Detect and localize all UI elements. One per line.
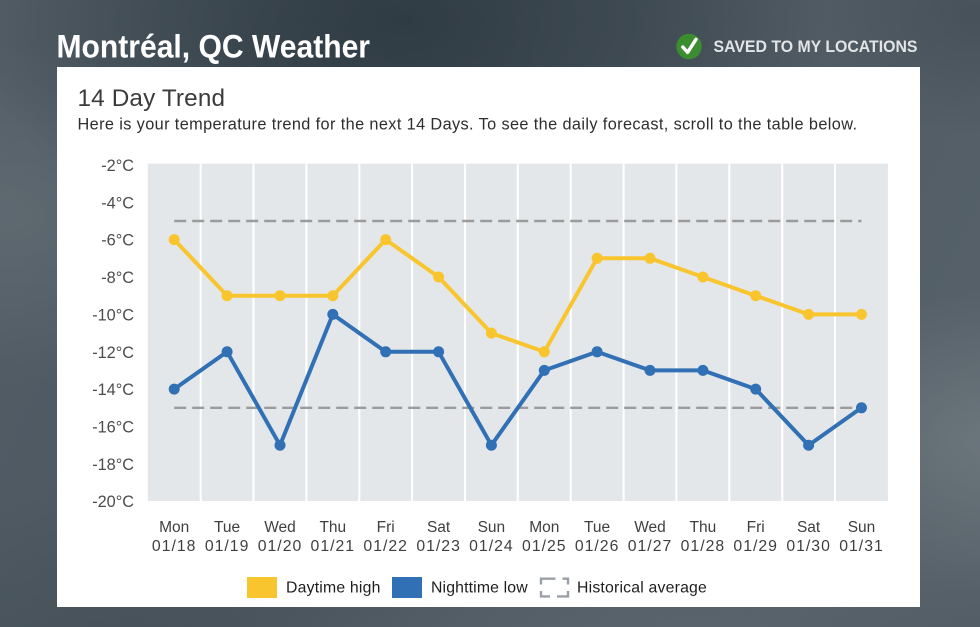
svg-text:01/18: 01/18 [152, 538, 197, 555]
svg-text:01/31: 01/31 [839, 538, 884, 555]
svg-text:Sun: Sun [478, 519, 506, 536]
svg-text:01/23: 01/23 [416, 538, 461, 555]
svg-text:01/27: 01/27 [628, 538, 673, 555]
svg-text:SAVED TO MY LOCATIONS: SAVED TO MY LOCATIONS [714, 38, 918, 56]
svg-text:Tue: Tue [214, 519, 240, 536]
svg-text:Thu: Thu [690, 519, 717, 536]
svg-text:01/19: 01/19 [205, 538, 250, 555]
svg-text:01/20: 01/20 [258, 538, 303, 555]
svg-text:Tue: Tue [584, 519, 610, 536]
svg-text:-10°C: -10°C [92, 306, 134, 324]
svg-text:-4°C: -4°C [101, 194, 134, 212]
svg-text:01/29: 01/29 [733, 538, 778, 555]
svg-text:Nighttime low: Nighttime low [431, 580, 528, 597]
svg-text:Thu: Thu [319, 519, 346, 536]
svg-text:Wed: Wed [634, 519, 666, 536]
svg-text:01/22: 01/22 [363, 538, 408, 555]
svg-text:Here is your temperature trend: Here is your temperature trend for the n… [78, 116, 857, 134]
svg-text:01/21: 01/21 [311, 538, 356, 555]
svg-text:-2°C: -2°C [101, 157, 134, 175]
svg-text:Sat: Sat [797, 519, 821, 536]
svg-text:-18°C: -18°C [92, 456, 134, 474]
svg-text:-16°C: -16°C [92, 419, 134, 437]
svg-text:Historical average: Historical average [577, 580, 707, 597]
svg-text:01/24: 01/24 [469, 538, 514, 555]
svg-text:Fri: Fri [747, 519, 765, 536]
svg-text:01/30: 01/30 [786, 538, 831, 555]
svg-text:Wed: Wed [264, 519, 296, 536]
svg-text:Montréal, QC Weather: Montréal, QC Weather [57, 29, 371, 65]
svg-text:-20°C: -20°C [92, 493, 134, 511]
svg-text:-14°C: -14°C [92, 381, 134, 399]
svg-text:Mon: Mon [529, 519, 559, 536]
svg-text:-6°C: -6°C [101, 232, 134, 250]
svg-text:Mon: Mon [159, 519, 189, 536]
svg-text:Daytime high: Daytime high [286, 580, 381, 597]
svg-text:-8°C: -8°C [101, 269, 134, 287]
svg-text:Sat: Sat [427, 519, 451, 536]
svg-text:-12°C: -12°C [92, 344, 134, 362]
svg-text:14 Day Trend: 14 Day Trend [78, 85, 226, 112]
svg-text:01/25: 01/25 [522, 538, 567, 555]
svg-text:01/26: 01/26 [575, 538, 620, 555]
svg-text:Fri: Fri [377, 519, 395, 536]
svg-text:01/28: 01/28 [681, 538, 726, 555]
svg-text:Sun: Sun [848, 519, 876, 536]
